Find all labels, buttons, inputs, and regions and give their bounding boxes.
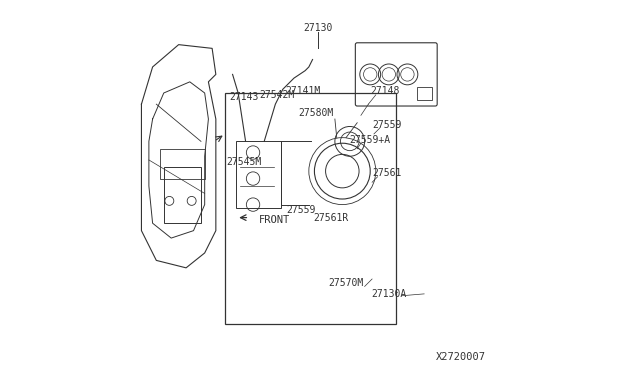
Text: 27580M: 27580M	[299, 109, 334, 118]
Text: 27542M: 27542M	[260, 90, 295, 100]
Text: 27559+A: 27559+A	[349, 135, 391, 144]
Text: 27130A: 27130A	[371, 289, 406, 299]
Bar	[236, 141, 281, 208]
Bar	[417, 87, 431, 100]
Text: 27559: 27559	[287, 205, 316, 215]
Text: FRONT: FRONT	[259, 215, 290, 225]
Text: 27559: 27559	[372, 120, 402, 129]
Text: 27545M: 27545M	[226, 157, 261, 167]
Text: X2720007: X2720007	[436, 352, 486, 362]
Bar	[225, 93, 396, 324]
Text: 27143: 27143	[229, 92, 259, 102]
Text: 27148: 27148	[371, 86, 400, 96]
Text: 27130: 27130	[303, 23, 333, 33]
Text: 27570M: 27570M	[328, 278, 364, 288]
Bar	[164, 167, 201, 223]
Text: 27561: 27561	[372, 168, 402, 178]
Bar	[160, 149, 205, 179]
Text: 27141M: 27141M	[285, 86, 321, 96]
Text: 27561R: 27561R	[314, 213, 349, 222]
